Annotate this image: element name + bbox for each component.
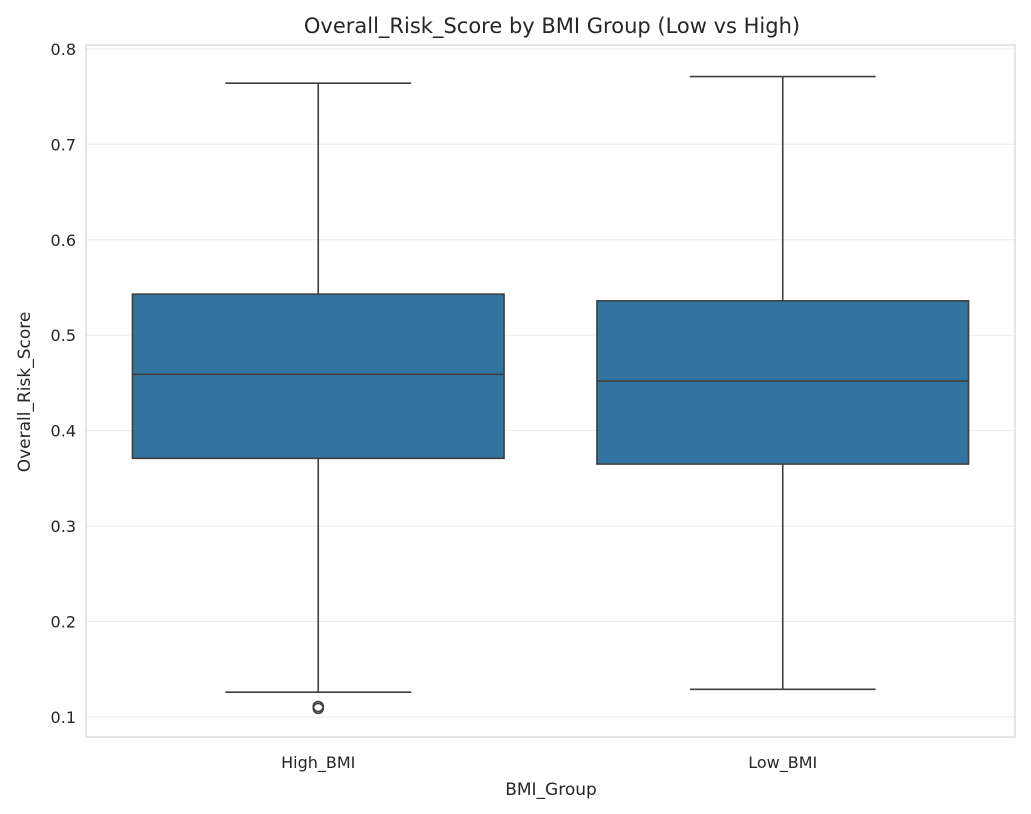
y-tick-labels: 0.1 0.2 0.3 0.4 0.5 0.6 0.7 0.8	[51, 40, 76, 727]
x-tick-labels: High_BMI Low_BMI	[281, 753, 817, 773]
y-tick-label: 0.1	[51, 708, 76, 727]
plot-frame	[85, 44, 1016, 738]
iqr-box	[596, 300, 970, 465]
box-low-bmi	[596, 75, 970, 691]
y-tick-label: 0.6	[51, 231, 76, 250]
y-axis-label: Overall_Risk_Score	[15, 312, 35, 473]
chart-title: Overall_Risk_Score by BMI Group (Low vs …	[304, 14, 800, 39]
y-tick-label: 0.8	[51, 40, 76, 59]
y-tick-label: 0.2	[51, 613, 76, 632]
y-tick-label: 0.4	[51, 422, 76, 441]
outlier-point	[312, 702, 325, 715]
y-tick-label: 0.3	[51, 517, 76, 536]
y-tick-label: 0.7	[51, 135, 76, 154]
x-axis-label: BMI_Group	[505, 780, 597, 800]
box-high-bmi	[131, 82, 505, 715]
iqr-box	[131, 293, 505, 460]
boxes	[131, 75, 970, 715]
x-tick-label: High_BMI	[281, 753, 355, 773]
x-tick-label: Low_BMI	[748, 753, 817, 773]
y-tick-label: 0.5	[51, 326, 76, 345]
